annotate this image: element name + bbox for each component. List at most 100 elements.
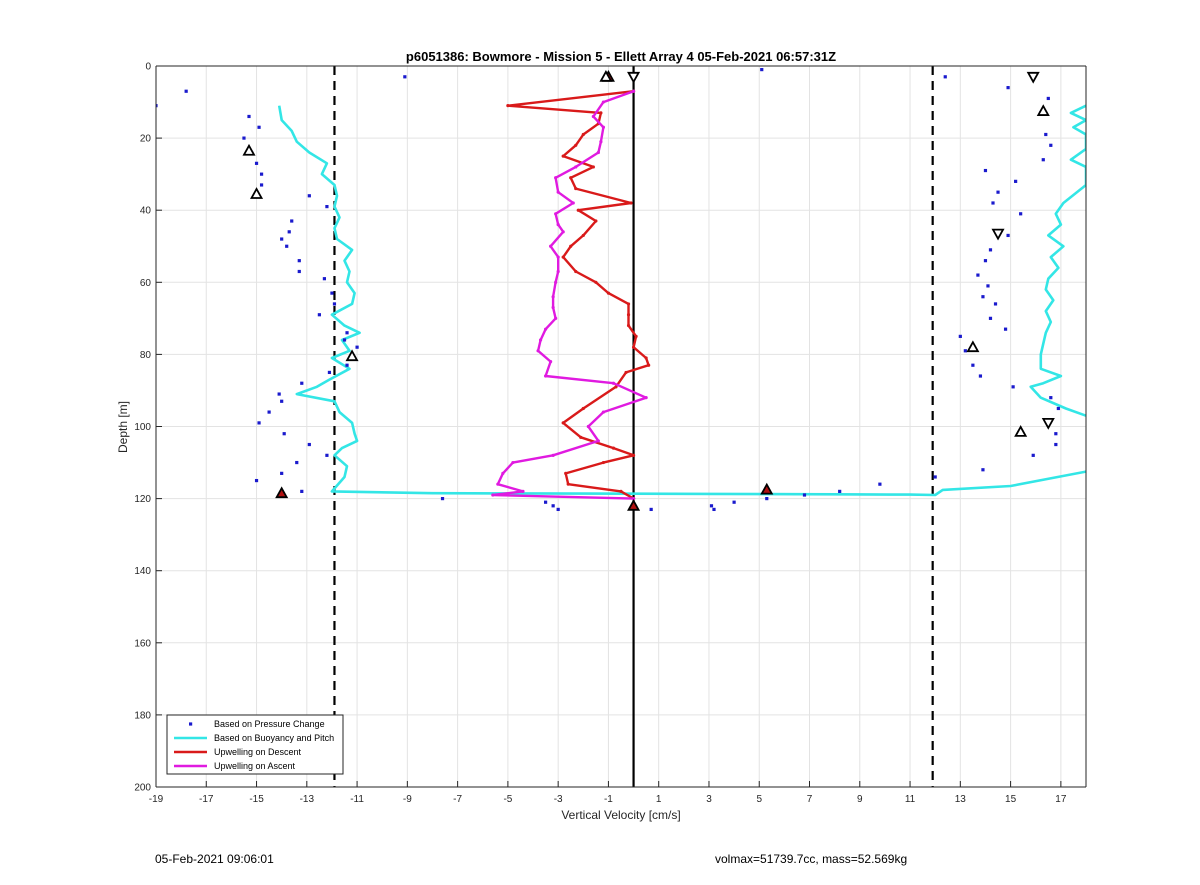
- ascent-point: [491, 493, 495, 497]
- pressure-change-point: [1049, 396, 1053, 400]
- x-tick-label: 3: [706, 794, 712, 805]
- ascent-point: [556, 269, 560, 274]
- legend-entry-label: Upwelling on Descent: [214, 747, 302, 757]
- pressure-change-point: [1014, 179, 1018, 183]
- descent-triangle-marker: [275, 486, 289, 499]
- chart-title: p6051386: Bowmore - Mission 5 - Ellett A…: [406, 49, 836, 64]
- ascent-point: [556, 190, 560, 194]
- ascent-point: [601, 100, 606, 104]
- x-tick-label: 13: [955, 794, 967, 805]
- ascent-point: [631, 89, 636, 93]
- pressure-change-point: [307, 442, 311, 447]
- pressure-change-point: [933, 475, 937, 479]
- x-tick-label: -13: [300, 794, 315, 805]
- ascent-point: [554, 316, 558, 320]
- descent-point: [634, 334, 638, 338]
- pressure-change-point: [290, 219, 294, 223]
- pressure-change-point: [257, 125, 261, 129]
- ascent-triangle-marker: [1036, 104, 1050, 116]
- y-tick-label: 180: [134, 710, 151, 721]
- y-tick-label: 120: [134, 494, 151, 505]
- ascent-triangle-marker: [991, 228, 1005, 241]
- pressure-change-point: [712, 507, 716, 512]
- pressure-change-point: [1056, 406, 1060, 411]
- pressure-change-point: [976, 273, 980, 277]
- pressure-change-point: [345, 363, 349, 367]
- descent-point: [574, 269, 578, 274]
- ascent-triangle-marker: [1026, 71, 1040, 84]
- pressure-change-point: [1046, 96, 1050, 101]
- pressure-change-point: [878, 482, 882, 486]
- ascent-point: [601, 125, 606, 129]
- pressure-change-point: [709, 504, 714, 508]
- pressure-change-point: [765, 497, 769, 501]
- descent-point: [594, 280, 598, 284]
- pressure-change-point: [551, 504, 555, 508]
- descent-point: [569, 244, 573, 248]
- pressure-change-point: [649, 507, 653, 512]
- descent-point: [619, 489, 623, 493]
- descent-point: [569, 176, 573, 180]
- pressure-change-point: [325, 453, 329, 457]
- pressure-change-point: [1049, 143, 1053, 147]
- pressure-change-point: [760, 68, 764, 72]
- ascent-triangle-marker: [966, 340, 980, 353]
- pressure-change-point: [440, 497, 445, 501]
- descent-point: [647, 363, 651, 367]
- legend-pressure-swatch: [189, 722, 193, 726]
- x-tick-label: -1: [604, 794, 613, 805]
- pressure-change-point: [317, 313, 321, 317]
- pressure-change-point: [1031, 453, 1035, 457]
- pressure-change-point: [297, 259, 301, 263]
- y-tick-label: 60: [140, 278, 152, 289]
- pressure-change-point: [355, 345, 359, 349]
- descent-point: [506, 104, 510, 108]
- descent-point: [626, 302, 631, 306]
- pressure-change-point: [280, 471, 284, 475]
- descent-triangle-marker: [627, 498, 641, 511]
- ascent-point: [543, 374, 548, 378]
- x-tick-label: -15: [249, 794, 264, 805]
- ascent-triangle-marker: [250, 187, 264, 199]
- descent-point: [581, 233, 585, 238]
- pressure-change-point: [259, 183, 264, 187]
- pressure-change-point: [254, 478, 259, 483]
- legend: Based on Pressure Change Based on Buoyanc…: [166, 714, 344, 775]
- descent-point: [561, 255, 565, 259]
- ascent-point: [611, 381, 616, 385]
- pressure-change-point: [287, 230, 291, 234]
- pressure-change-point: [1054, 442, 1058, 447]
- descent-point: [629, 201, 633, 205]
- ascent-point: [501, 471, 505, 475]
- descent-point: [581, 132, 585, 137]
- pressure-change-point: [307, 194, 311, 198]
- pressure-change-point: [280, 399, 284, 403]
- legend-entry-label: Based on Buoyancy and Pitch: [214, 733, 334, 743]
- ascent-point: [599, 140, 603, 144]
- pressure-change-point: [1019, 212, 1023, 216]
- descent-point: [606, 291, 611, 295]
- x-tick-label: -3: [554, 794, 563, 805]
- pressure-change-point: [280, 237, 284, 241]
- pressure-change-point: [543, 500, 548, 504]
- pressure-change-point: [988, 316, 993, 320]
- ascent-point: [556, 223, 560, 227]
- descent-point: [561, 154, 565, 158]
- descent-point: [614, 385, 618, 389]
- pressure-change-point: [981, 295, 985, 299]
- pressure-change-point: [1006, 86, 1010, 90]
- pressure-change-point: [996, 190, 1000, 194]
- ascent-point: [561, 230, 565, 234]
- ascent-point: [596, 439, 600, 443]
- pressure-change-point: [325, 204, 329, 209]
- pressure-change-point: [991, 201, 995, 205]
- descent-point: [644, 356, 648, 360]
- pressure-change-point: [978, 374, 983, 378]
- descent-point: [601, 460, 606, 465]
- pressure-change-point: [958, 334, 962, 338]
- x-tick-label: -7: [453, 794, 462, 805]
- descent-point: [579, 435, 583, 439]
- pressure-change-point: [345, 331, 349, 335]
- ascent-point: [556, 255, 560, 259]
- legend-entry-label: Upwelling on Ascent: [214, 761, 296, 771]
